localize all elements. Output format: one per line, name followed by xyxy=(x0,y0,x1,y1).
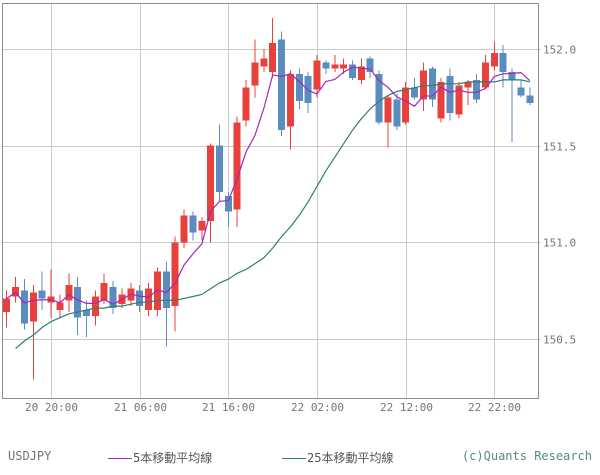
candle-body xyxy=(189,215,197,233)
y-axis-tick-label: 151.0 xyxy=(543,237,576,250)
candle-body xyxy=(437,81,445,119)
candle-body xyxy=(207,145,215,222)
candle-body xyxy=(216,145,224,193)
candle-body xyxy=(180,215,188,243)
candle-body xyxy=(490,52,498,67)
candle-body xyxy=(91,296,99,316)
candle-body xyxy=(464,81,472,88)
candlestick-chart: 152.0 151.5 151.0 150.5 20 20:00 21 06:00 21 1… xyxy=(2,3,576,414)
candle-body xyxy=(20,290,28,324)
candle-body xyxy=(153,271,161,310)
candle-body xyxy=(269,43,277,73)
legend-ma5: 5本移動平均線 xyxy=(108,449,212,466)
legend-ma25-label: 25本移動平均線 xyxy=(307,451,394,465)
candle-body xyxy=(56,302,64,310)
candle-body xyxy=(3,298,11,312)
candle-body xyxy=(357,66,365,80)
candle-body xyxy=(171,242,179,307)
candle-body xyxy=(331,64,339,69)
candle-body xyxy=(83,309,91,316)
x-axis-tick-label: 21 06:00 xyxy=(114,401,167,414)
copyright-label: (c)Quants Research xyxy=(461,449,592,463)
candle-body xyxy=(499,52,507,73)
candle-body xyxy=(402,87,410,123)
candle-body xyxy=(526,95,534,104)
legend-ma5-label: 5本移動平均線 xyxy=(133,451,213,465)
candle-body xyxy=(455,85,463,115)
ma25-line-swatch xyxy=(282,458,306,459)
candle-body xyxy=(286,74,294,127)
candle-body xyxy=(384,97,392,123)
candle-body xyxy=(109,286,117,309)
candle-body xyxy=(224,195,232,212)
candle-body xyxy=(145,288,153,310)
ma25-line xyxy=(15,79,530,350)
candle-body xyxy=(349,64,357,78)
candle-body xyxy=(65,284,73,301)
candle-body xyxy=(162,271,170,309)
legend-ma25: 25本移動平均線 xyxy=(282,449,393,466)
candle-body xyxy=(375,74,383,123)
x-axis-tick-label: 22 02:00 xyxy=(291,401,344,414)
candle-body xyxy=(419,70,427,100)
candle-body xyxy=(313,60,321,90)
candle-body xyxy=(517,87,525,96)
candle-body xyxy=(340,64,348,69)
x-axis-tick-label: 20 20:00 xyxy=(25,401,78,414)
x-axis-tick-label: 22 12:00 xyxy=(380,401,433,414)
ma5-line xyxy=(6,66,531,305)
candle-body xyxy=(295,74,303,102)
candle-body xyxy=(260,58,268,67)
candle-body xyxy=(38,290,46,299)
candle-body xyxy=(482,62,490,88)
x-axis-tick-label: 21 16:00 xyxy=(202,401,255,414)
ma5-line-swatch xyxy=(108,458,132,459)
candle-body xyxy=(242,87,250,121)
y-axis-tick-label: 151.5 xyxy=(543,141,576,154)
candle-body xyxy=(29,292,37,322)
candle-body xyxy=(100,282,108,301)
candle-body xyxy=(473,79,481,100)
candle-body xyxy=(12,286,20,297)
candle-body xyxy=(446,76,454,113)
y-axis-tick-label: 152.0 xyxy=(543,44,576,57)
candle-body xyxy=(251,62,259,86)
symbol-label: USDJPY xyxy=(8,449,52,463)
candle-body xyxy=(411,87,419,98)
candle-body xyxy=(428,68,436,100)
candle-body xyxy=(278,39,286,131)
candle-body xyxy=(198,221,206,231)
candle-body xyxy=(508,72,516,80)
chart-footer: USDJPY 5本移動平均線 25本移動平均線 (c)Quants Resear… xyxy=(0,446,600,468)
candle-body xyxy=(136,290,144,307)
x-axis-tick-label: 22 22:00 xyxy=(468,401,521,414)
candle-body xyxy=(74,286,82,318)
candle-body xyxy=(366,58,374,73)
candle-body xyxy=(393,99,401,127)
plot-border xyxy=(2,3,539,399)
y-axis-tick-label: 150.5 xyxy=(543,334,576,347)
candle-body xyxy=(322,62,330,69)
candle-body xyxy=(233,122,241,210)
